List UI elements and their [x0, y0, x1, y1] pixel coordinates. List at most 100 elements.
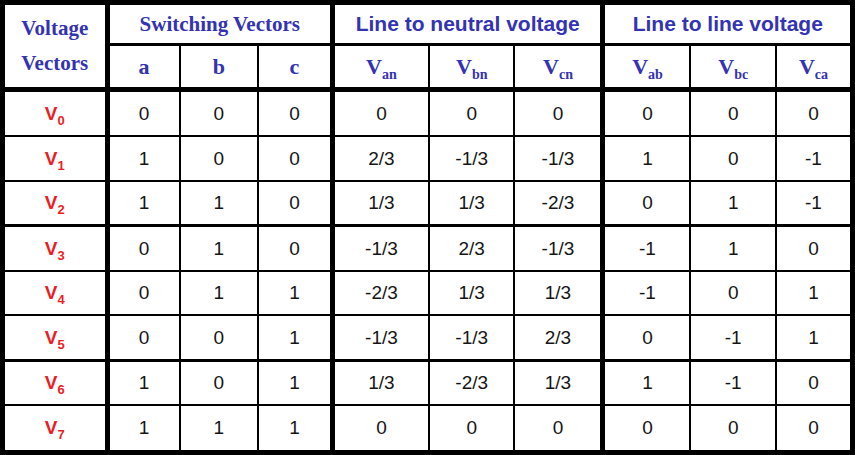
- table-row: V5001-1/3-1/32/30-11: [3, 315, 853, 360]
- row-label-base: V: [45, 282, 58, 303]
- row-label: V3: [3, 226, 108, 271]
- switching-value-cell: 1: [258, 271, 332, 315]
- switching-vectors-header: Switching Vectors: [107, 3, 332, 45]
- switching-value-cell: 0: [180, 136, 258, 180]
- column-header-vbn: Vbn: [429, 45, 514, 90]
- switching-value-cell: 0: [258, 136, 332, 180]
- line-to-line-value-cell: 1: [690, 226, 775, 271]
- switching-value-cell: 0: [107, 90, 179, 137]
- line-to-line-value-cell: 0: [603, 90, 691, 137]
- header-group-row: Voltage Vectors Switching Vectors Line t…: [3, 3, 853, 45]
- column-header-b: b: [180, 45, 258, 90]
- line-to-line-value-cell: 0: [603, 181, 691, 226]
- row-label-base: V: [45, 192, 58, 213]
- row-label-subscript: 4: [58, 292, 65, 307]
- line-to-line-value-cell: 0: [776, 405, 853, 452]
- line-to-neutral-value-cell: 1/3: [429, 271, 514, 315]
- row-label-subscript: 5: [58, 337, 65, 352]
- switching-value-cell: 1: [180, 271, 258, 315]
- table-row: V0000000000: [3, 90, 853, 137]
- line-to-neutral-value-cell: 0: [429, 90, 514, 137]
- line-to-neutral-value-cell: -1/3: [332, 226, 429, 271]
- column-header-c: c: [258, 45, 332, 90]
- row-label: V5: [3, 315, 108, 360]
- switching-value-cell: 0: [180, 90, 258, 137]
- line-to-line-value-cell: -1: [690, 315, 775, 360]
- switching-value-cell: 1: [180, 405, 258, 452]
- table-row: V4011-2/31/31/3-101: [3, 271, 853, 315]
- line-to-neutral-value-cell: 1/3: [514, 271, 603, 315]
- line-to-line-value-cell: 1: [776, 315, 853, 360]
- table-body: V0000000000V11002/3-1/3-1/310-1V21101/31…: [3, 90, 853, 453]
- line-to-line-value-cell: -1: [603, 271, 691, 315]
- line-to-neutral-value-cell: -2/3: [514, 181, 603, 226]
- line-to-line-value-cell: 0: [690, 136, 775, 180]
- column-header-a: a: [107, 45, 179, 90]
- switching-value-cell: 1: [258, 405, 332, 452]
- switching-value-cell: 1: [258, 315, 332, 360]
- row-label: V1: [3, 136, 108, 180]
- switching-value-cell: 0: [180, 315, 258, 360]
- voltage-vector-table: Voltage Vectors Switching Vectors Line t…: [0, 0, 855, 455]
- row-label: V0: [3, 90, 108, 137]
- switching-value-cell: 0: [258, 181, 332, 226]
- row-label-base: V: [45, 372, 58, 393]
- column-header-vcn: Vcn: [514, 45, 603, 90]
- line-to-neutral-value-cell: -2/3: [429, 360, 514, 405]
- line-to-neutral-value-cell: 0: [332, 405, 429, 452]
- column-header-vab: Vab: [603, 45, 691, 90]
- line-to-neutral-value-cell: -1/3: [514, 226, 603, 271]
- line-to-line-value-cell: -1: [776, 181, 853, 226]
- row-label-base: V: [45, 327, 58, 348]
- row-label-base: V: [45, 417, 58, 438]
- line-to-line-value-cell: 0: [690, 271, 775, 315]
- table-row: V3010-1/32/3-1/3-110: [3, 226, 853, 271]
- line-to-neutral-value-cell: -1/3: [514, 136, 603, 180]
- row-label: V6: [3, 360, 108, 405]
- line-to-line-value-cell: 0: [603, 315, 691, 360]
- line-to-neutral-value-cell: 1/3: [332, 181, 429, 226]
- table-row: V7111000000: [3, 405, 853, 452]
- line-to-neutral-value-cell: 1/3: [332, 360, 429, 405]
- switching-value-cell: 1: [180, 226, 258, 271]
- line-to-neutral-value-cell: -2/3: [332, 271, 429, 315]
- line-to-neutral-value-cell: 2/3: [514, 315, 603, 360]
- line-to-line-value-cell: 0: [776, 226, 853, 271]
- line-to-neutral-value-cell: 1/3: [514, 360, 603, 405]
- line-to-line-value-cell: 1: [776, 271, 853, 315]
- line-to-neutral-value-cell: 0: [514, 405, 603, 452]
- line-to-neutral-value-cell: -1/3: [429, 315, 514, 360]
- row-label-subscript: 0: [58, 113, 65, 128]
- switching-value-cell: 1: [180, 181, 258, 226]
- table-row: V11002/3-1/3-1/310-1: [3, 136, 853, 180]
- line-to-line-value-cell: 0: [776, 360, 853, 405]
- line-to-line-value-cell: 0: [776, 90, 853, 137]
- voltage-vectors-header: Voltage Vectors: [3, 3, 108, 90]
- switching-value-cell: 1: [107, 181, 179, 226]
- row-label: V2: [3, 181, 108, 226]
- line-to-line-value-cell: 1: [690, 181, 775, 226]
- column-header-vbc: Vbc: [690, 45, 775, 90]
- switching-value-cell: 1: [107, 136, 179, 180]
- line-to-line-value-cell: 1: [603, 136, 691, 180]
- row-label-subscript: 1: [58, 158, 65, 173]
- line-to-neutral-header: Line to neutral voltage: [332, 3, 603, 45]
- table-row: V61011/3-2/31/31-10: [3, 360, 853, 405]
- line-to-line-header: Line to line voltage: [603, 3, 853, 45]
- line-to-neutral-value-cell: 0: [429, 405, 514, 452]
- table-row: V21101/31/3-2/301-1: [3, 181, 853, 226]
- line-to-neutral-value-cell: 2/3: [429, 226, 514, 271]
- row-label-subscript: 7: [58, 427, 65, 442]
- line-to-neutral-value-cell: 0: [514, 90, 603, 137]
- line-to-line-value-cell: -1: [690, 360, 775, 405]
- switching-value-cell: 1: [107, 405, 179, 452]
- row-label-subscript: 2: [58, 202, 65, 217]
- row-label: V4: [3, 271, 108, 315]
- switching-value-cell: 1: [107, 360, 179, 405]
- switching-value-cell: 0: [258, 90, 332, 137]
- line-to-neutral-value-cell: 1/3: [429, 181, 514, 226]
- switching-value-cell: 0: [107, 315, 179, 360]
- row-label: V7: [3, 405, 108, 452]
- line-to-neutral-value-cell: 0: [332, 90, 429, 137]
- row-label-subscript: 6: [58, 382, 65, 397]
